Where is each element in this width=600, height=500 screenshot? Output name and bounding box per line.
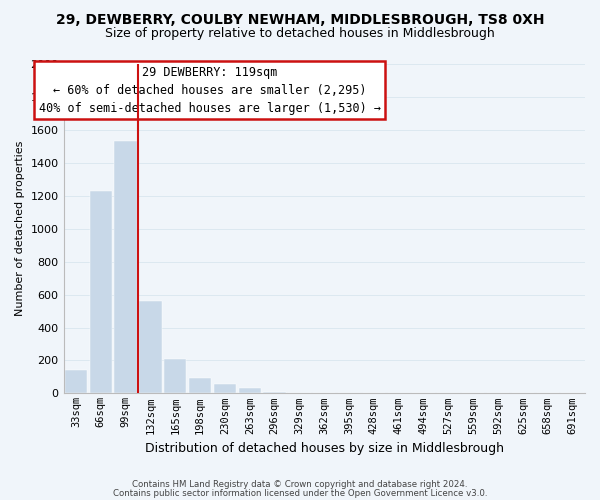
Text: 29, DEWBERRY, COULBY NEWHAM, MIDDLESBROUGH, TS8 0XH: 29, DEWBERRY, COULBY NEWHAM, MIDDLESBROU… (56, 12, 544, 26)
Text: Contains public sector information licensed under the Open Government Licence v3: Contains public sector information licen… (113, 489, 487, 498)
Bar (65, 370, 87, 394)
Bar (164, 359, 187, 394)
Bar (139, 301, 161, 394)
Bar (239, 388, 261, 394)
Bar (89, 191, 112, 394)
Text: 29 DEWBERRY: 119sqm
← 60% of detached houses are smaller (2,295)
40% of semi-det: 29 DEWBERRY: 119sqm ← 60% of detached ho… (38, 66, 380, 114)
Text: Contains HM Land Registry data © Crown copyright and database right 2024.: Contains HM Land Registry data © Crown c… (132, 480, 468, 489)
Bar (115, 142, 137, 394)
Bar (189, 378, 211, 394)
Text: Size of property relative to detached houses in Middlesbrough: Size of property relative to detached ho… (105, 28, 495, 40)
Y-axis label: Number of detached properties: Number of detached properties (15, 141, 25, 316)
Bar (214, 384, 236, 394)
Bar (263, 392, 286, 394)
X-axis label: Distribution of detached houses by size in Middlesbrough: Distribution of detached houses by size … (145, 442, 504, 455)
